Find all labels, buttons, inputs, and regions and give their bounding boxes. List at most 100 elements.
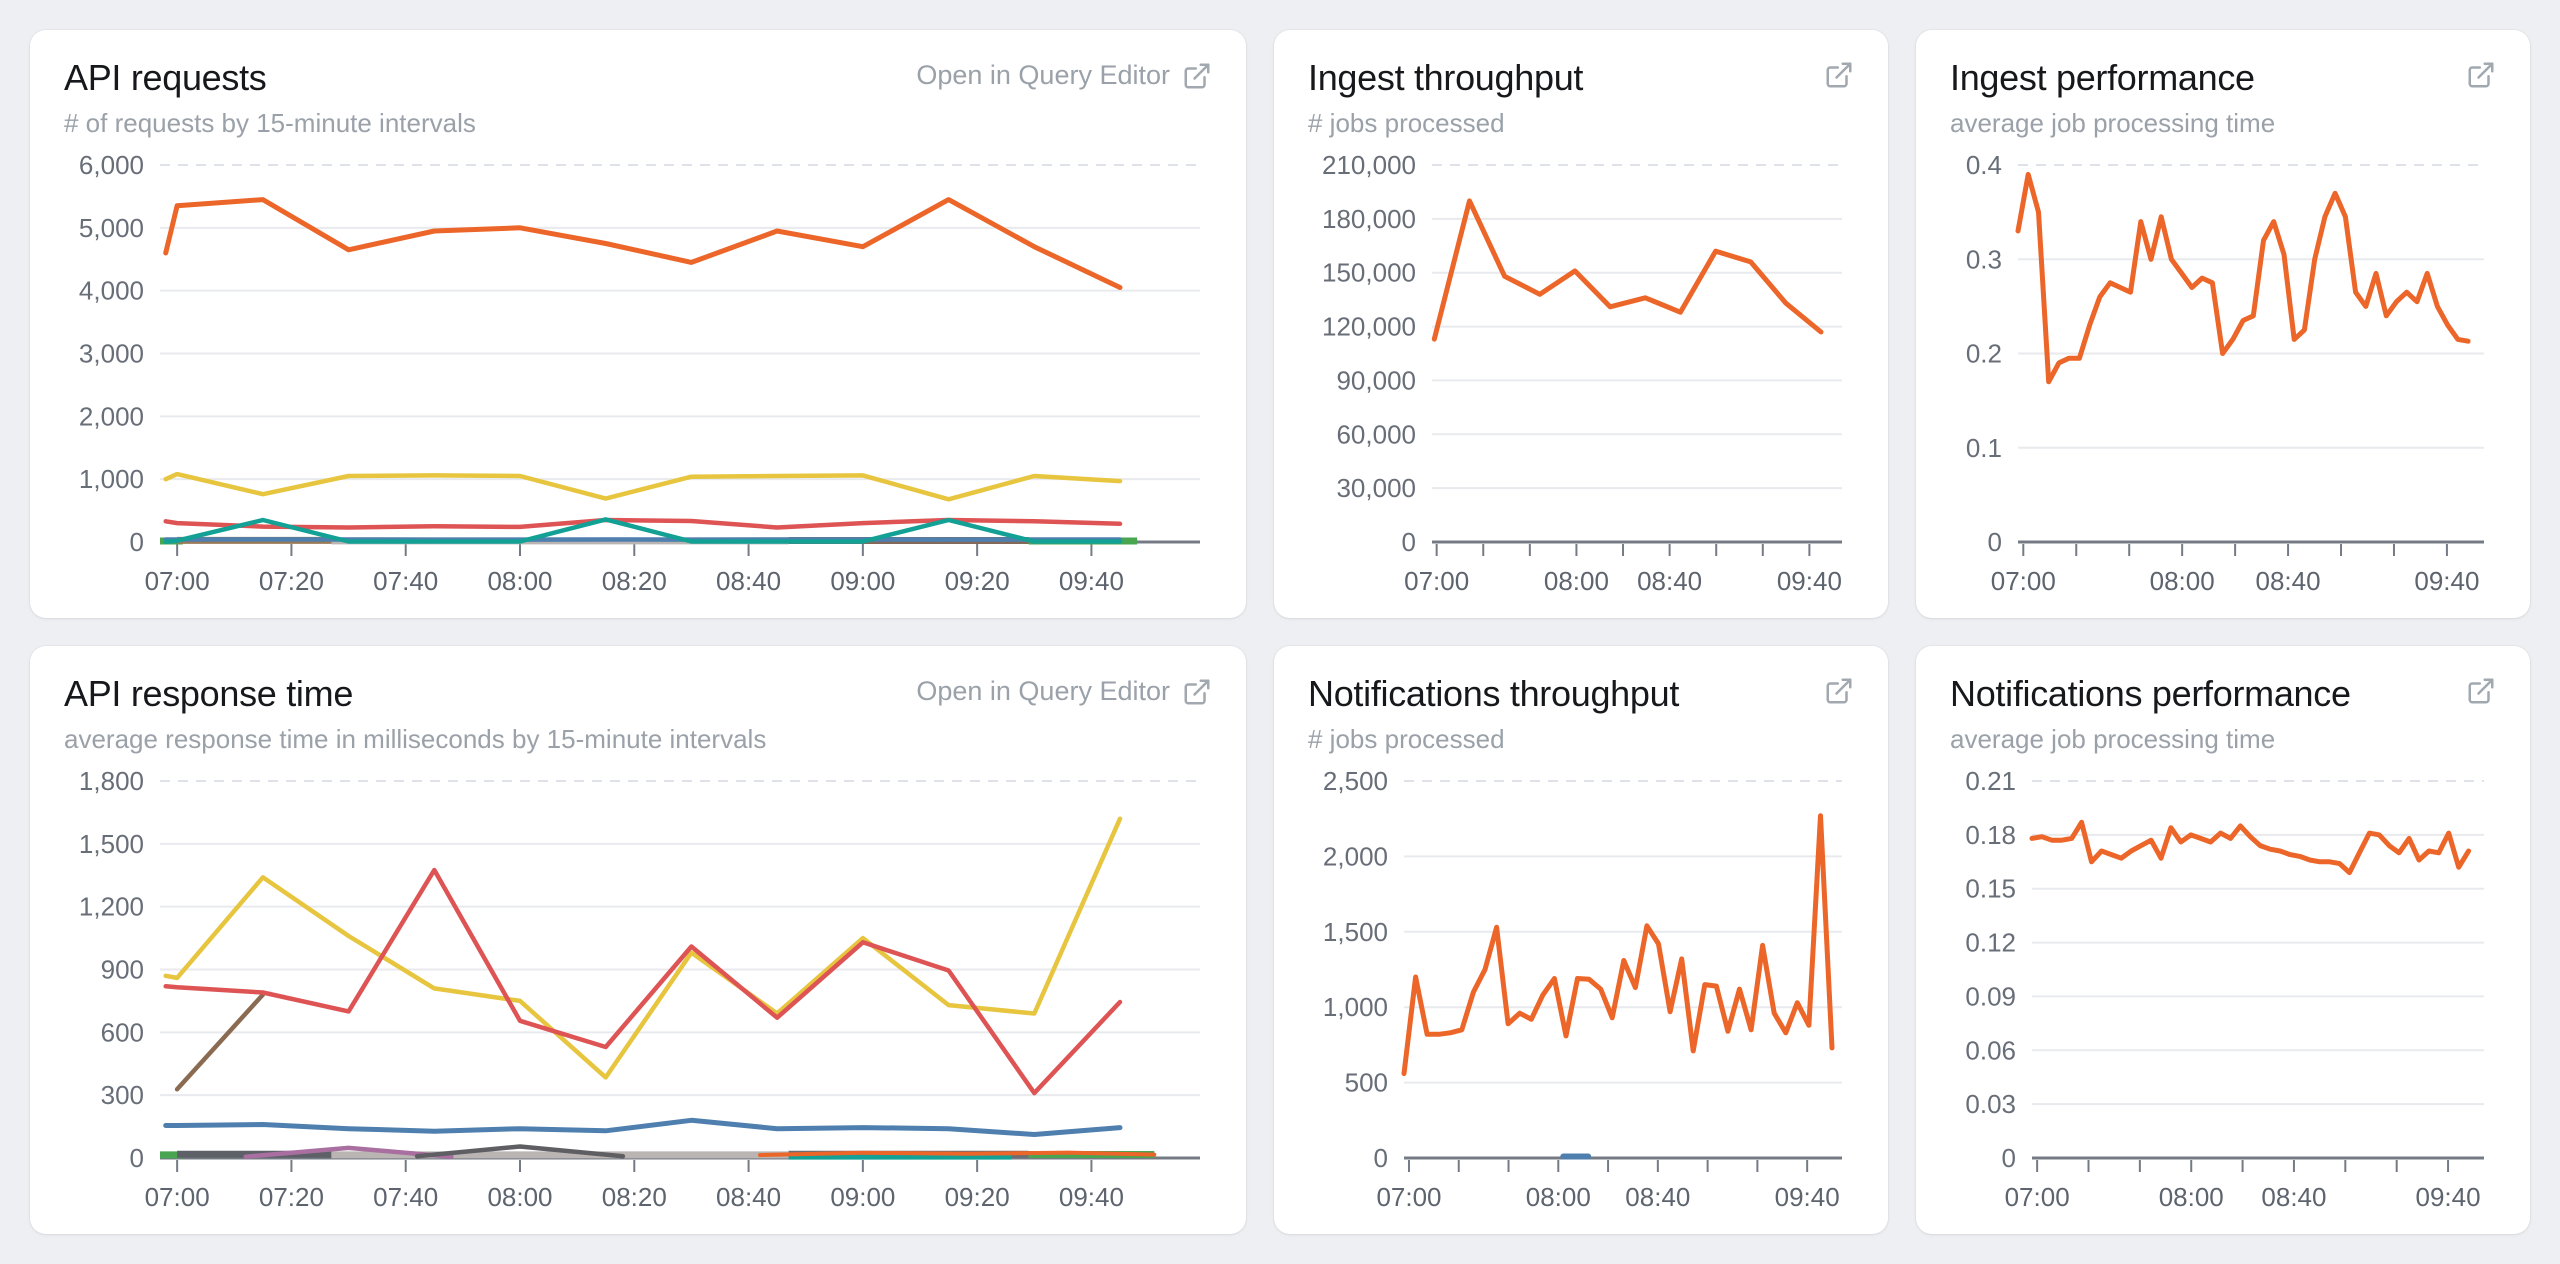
svg-text:0: 0 <box>1402 527 1416 557</box>
panel-header: API response time average response time … <box>64 672 1212 757</box>
svg-text:1,500: 1,500 <box>79 829 144 859</box>
panel-api-response-time: API response time average response time … <box>30 646 1246 1234</box>
svg-text:07:00: 07:00 <box>2005 1182 2070 1212</box>
svg-text:500: 500 <box>1345 1068 1388 1098</box>
svg-text:0.15: 0.15 <box>1965 874 2016 904</box>
svg-text:1,000: 1,000 <box>79 464 144 494</box>
svg-text:150,000: 150,000 <box>1322 258 1416 288</box>
svg-text:5,000: 5,000 <box>79 213 144 243</box>
svg-text:60,000: 60,000 <box>1336 419 1416 449</box>
ingest-performance-chart[interactable]: 0 0.1 0.2 0.3 0.4 07:00 08:00 08:40 09:40 <box>1950 151 2496 598</box>
external-link-icon <box>2466 676 2496 706</box>
svg-text:07:00: 07:00 <box>145 1182 210 1212</box>
svg-text:1,200: 1,200 <box>79 892 144 922</box>
svg-text:08:00: 08:00 <box>1526 1182 1591 1212</box>
open-in-query-editor-label: Open in Query Editor <box>916 60 1170 90</box>
svg-text:0.18: 0.18 <box>1965 820 2016 850</box>
svg-text:0.3: 0.3 <box>1966 244 2002 274</box>
svg-text:08:00: 08:00 <box>2159 1182 2224 1212</box>
open-in-query-editor-button[interactable]: Open in Query Editor <box>916 56 1212 91</box>
panel-header: Notifications throughput # jobs processe… <box>1308 672 1854 757</box>
panel-subtitle: # jobs processed <box>1308 108 1505 139</box>
svg-text:0.06: 0.06 <box>1965 1035 2016 1065</box>
svg-text:09:40: 09:40 <box>1059 566 1124 596</box>
open-in-query-editor-button[interactable] <box>1824 56 1854 90</box>
svg-text:08:40: 08:40 <box>716 566 781 596</box>
svg-text:09:40: 09:40 <box>1775 1182 1840 1212</box>
svg-text:0.1: 0.1 <box>1966 433 2002 463</box>
notifications-throughput-chart[interactable]: 0 500 1,000 1,500 2,000 2,500 07:00 08:00 08:40 0… <box>1308 767 1854 1214</box>
panel-header: Notifications performance average job pr… <box>1950 672 2496 757</box>
svg-text:09:40: 09:40 <box>2416 1182 2481 1212</box>
svg-text:08:20: 08:20 <box>602 1182 667 1212</box>
svg-text:0.2: 0.2 <box>1966 338 2002 368</box>
svg-text:08:00: 08:00 <box>1544 566 1609 596</box>
open-in-query-editor-label: Open in Query Editor <box>916 676 1170 706</box>
external-link-icon <box>1182 61 1212 91</box>
svg-text:08:40: 08:40 <box>1625 1182 1690 1212</box>
svg-text:210,000: 210,000 <box>1322 151 1416 180</box>
svg-text:07:00: 07:00 <box>145 566 210 596</box>
panel-title: Notifications throughput <box>1308 673 1680 714</box>
open-in-query-editor-button[interactable] <box>1824 672 1854 706</box>
panel-title: Ingest performance <box>1950 57 2255 98</box>
svg-text:07:40: 07:40 <box>373 1182 438 1212</box>
svg-text:900: 900 <box>101 954 144 984</box>
svg-text:0.4: 0.4 <box>1966 151 2002 180</box>
svg-text:09:00: 09:00 <box>830 566 895 596</box>
svg-text:09:40: 09:40 <box>1059 1182 1124 1212</box>
svg-text:0: 0 <box>1374 1143 1388 1173</box>
panel-notifications-throughput: Notifications throughput # jobs processe… <box>1274 646 1888 1234</box>
panel-title: Ingest throughput <box>1308 57 1584 98</box>
svg-text:08:40: 08:40 <box>716 1182 781 1212</box>
api-response-time-chart[interactable]: 0 300 600 900 1,200 1,500 1,800 07:00 07:20 07:40… <box>64 767 1212 1214</box>
svg-text:09:40: 09:40 <box>2414 566 2479 596</box>
panel-ingest-throughput: Ingest throughput # jobs processed 0 30,0… <box>1274 30 1888 618</box>
panel-api-requests: API requests # of requests by 15-minute … <box>30 30 1246 618</box>
external-link-icon <box>1182 677 1212 707</box>
panel-title: Notifications performance <box>1950 673 2351 714</box>
svg-text:09:20: 09:20 <box>945 1182 1010 1212</box>
panel-title: API response time <box>64 673 354 714</box>
svg-text:08:00: 08:00 <box>487 1182 552 1212</box>
panel-subtitle: average job processing time <box>1950 108 2276 139</box>
panel-notifications-performance: Notifications performance average job pr… <box>1916 646 2530 1234</box>
svg-text:0.09: 0.09 <box>1965 981 2016 1011</box>
open-in-query-editor-button[interactable]: Open in Query Editor <box>916 672 1212 707</box>
svg-text:08:00: 08:00 <box>2150 566 2215 596</box>
svg-text:1,800: 1,800 <box>79 767 144 796</box>
panel-header: Ingest throughput # jobs processed <box>1308 56 1854 141</box>
notifications-performance-chart[interactable]: 0 0.03 0.06 0.09 0.12 0.15 0.18 0.21 07:00 08:00 0… <box>1950 767 2496 1214</box>
panel-subtitle: average job processing time <box>1950 724 2276 755</box>
api-requests-chart[interactable]: 0 1,000 2,000 3,000 4,000 5,000 6,000 07:00 07:2… <box>64 151 1212 598</box>
svg-text:0: 0 <box>130 1143 144 1173</box>
svg-text:09:40: 09:40 <box>1777 566 1842 596</box>
open-in-query-editor-button[interactable] <box>2466 672 2496 706</box>
ingest-throughput-chart[interactable]: 0 30,000 60,000 90,000 120,000 150,000 180,000… <box>1308 151 1854 598</box>
svg-text:08:40: 08:40 <box>2256 566 2321 596</box>
svg-text:0.21: 0.21 <box>1965 767 2016 796</box>
svg-text:2,000: 2,000 <box>79 401 144 431</box>
svg-text:1,500: 1,500 <box>1323 917 1388 947</box>
svg-text:07:00: 07:00 <box>1991 566 2056 596</box>
svg-text:09:00: 09:00 <box>830 1182 895 1212</box>
svg-text:3,000: 3,000 <box>79 338 144 368</box>
svg-text:1,000: 1,000 <box>1323 992 1388 1022</box>
svg-text:07:40: 07:40 <box>373 566 438 596</box>
open-in-query-editor-button[interactable] <box>2466 56 2496 90</box>
svg-text:0.03: 0.03 <box>1965 1089 2016 1119</box>
svg-text:300: 300 <box>101 1080 144 1110</box>
svg-text:07:00: 07:00 <box>1376 1182 1441 1212</box>
svg-text:08:20: 08:20 <box>602 566 667 596</box>
svg-text:08:40: 08:40 <box>2261 1182 2326 1212</box>
svg-text:120,000: 120,000 <box>1322 312 1416 342</box>
svg-text:0: 0 <box>1988 527 2002 557</box>
page-title: API requests <box>64 57 267 98</box>
svg-text:09:20: 09:20 <box>945 566 1010 596</box>
panel-ingest-performance: Ingest performance average job processin… <box>1916 30 2530 618</box>
svg-text:2,500: 2,500 <box>1323 767 1388 796</box>
external-link-icon <box>1824 60 1854 90</box>
external-link-icon <box>2466 60 2496 90</box>
svg-text:6,000: 6,000 <box>79 151 144 180</box>
